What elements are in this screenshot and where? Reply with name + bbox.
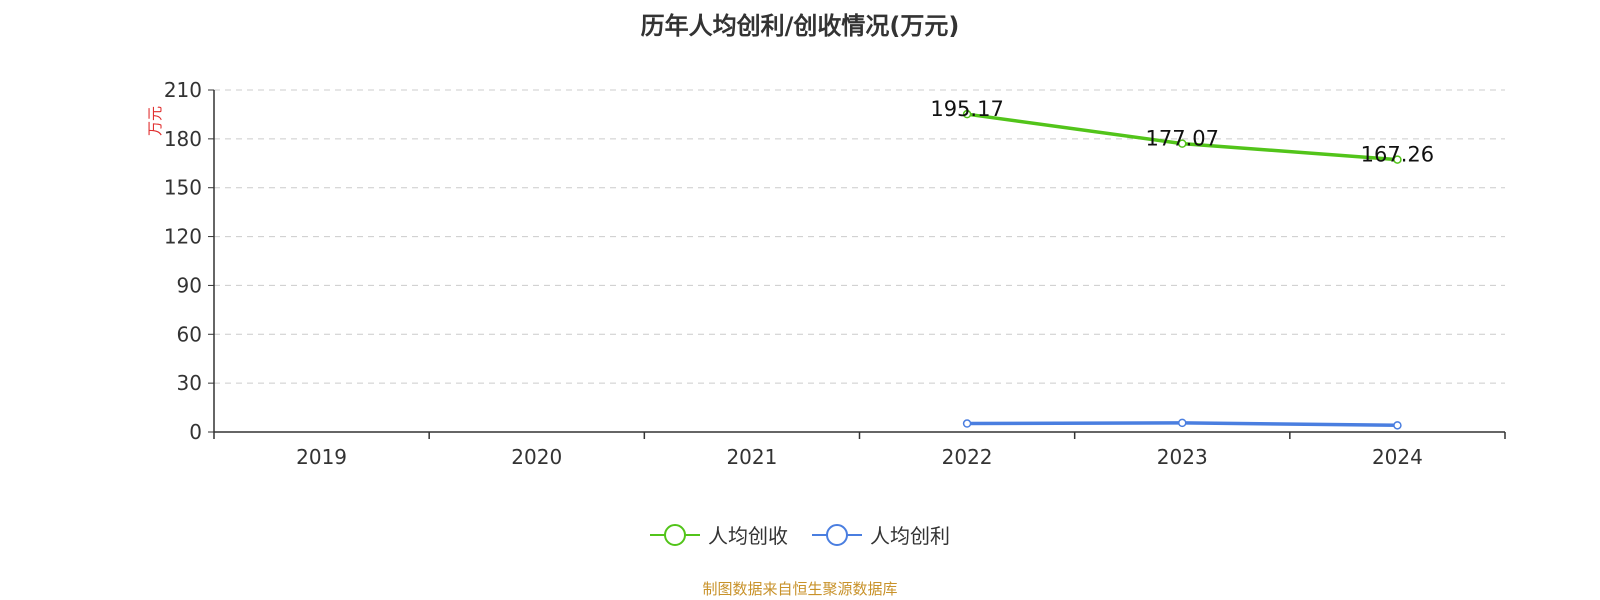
legend-line-icon <box>812 523 862 546</box>
legend-label: 人均创利 <box>870 524 950 548</box>
data-label: 195.17 <box>930 97 1003 121</box>
legend-label: 人均创收 <box>708 524 788 548</box>
x-tick-label: 2019 <box>296 445 347 469</box>
data-point <box>1393 155 1402 164</box>
source-note: 制图数据来自恒生聚源数据库 <box>702 580 898 598</box>
y-tick-label: 150 <box>164 176 202 200</box>
x-tick-label: 2024 <box>1372 445 1423 469</box>
grid-lines <box>214 89 1505 384</box>
data-point <box>1178 418 1187 428</box>
data-label: 167.26 <box>1361 143 1434 167</box>
y-tick-label: 180 <box>164 127 202 151</box>
x-tick-label: 2021 <box>726 445 777 469</box>
legend-item[interactable]: 人均创收 <box>650 520 788 549</box>
data-label: 177.07 <box>1146 127 1219 151</box>
legend-item[interactable]: 人均创利 <box>812 520 950 549</box>
legend: 人均创收 人均创利 <box>0 520 1600 549</box>
axes: 0 30 60 90 120 150 180 210 2019 2020 2021 2022 2023 2… <box>146 78 1506 469</box>
data-labels: 195.17 177.07 167.26 <box>930 97 1434 166</box>
data-point <box>962 419 972 428</box>
y-tick-label: 60 <box>177 322 202 346</box>
y-tick-label: 120 <box>164 225 202 249</box>
x-tick-label: 2020 <box>511 445 562 469</box>
data-point <box>1393 421 1402 430</box>
x-tick-label: 2022 <box>942 445 993 469</box>
y-tick-label: 90 <box>177 273 202 297</box>
y-tick-label: 0 <box>189 420 202 444</box>
y-tick-label: 30 <box>177 371 202 395</box>
y-axis-label: 万元 <box>146 106 164 136</box>
x-tick-label: 2023 <box>1157 445 1208 469</box>
y-tick-label: 210 <box>164 78 202 102</box>
data-point <box>962 109 972 119</box>
data-point <box>1178 139 1187 148</box>
chart-title: 历年人均创利/创收情况(万元) <box>640 12 960 40</box>
legend-line-icon <box>650 523 700 546</box>
series-lines <box>962 109 1402 430</box>
